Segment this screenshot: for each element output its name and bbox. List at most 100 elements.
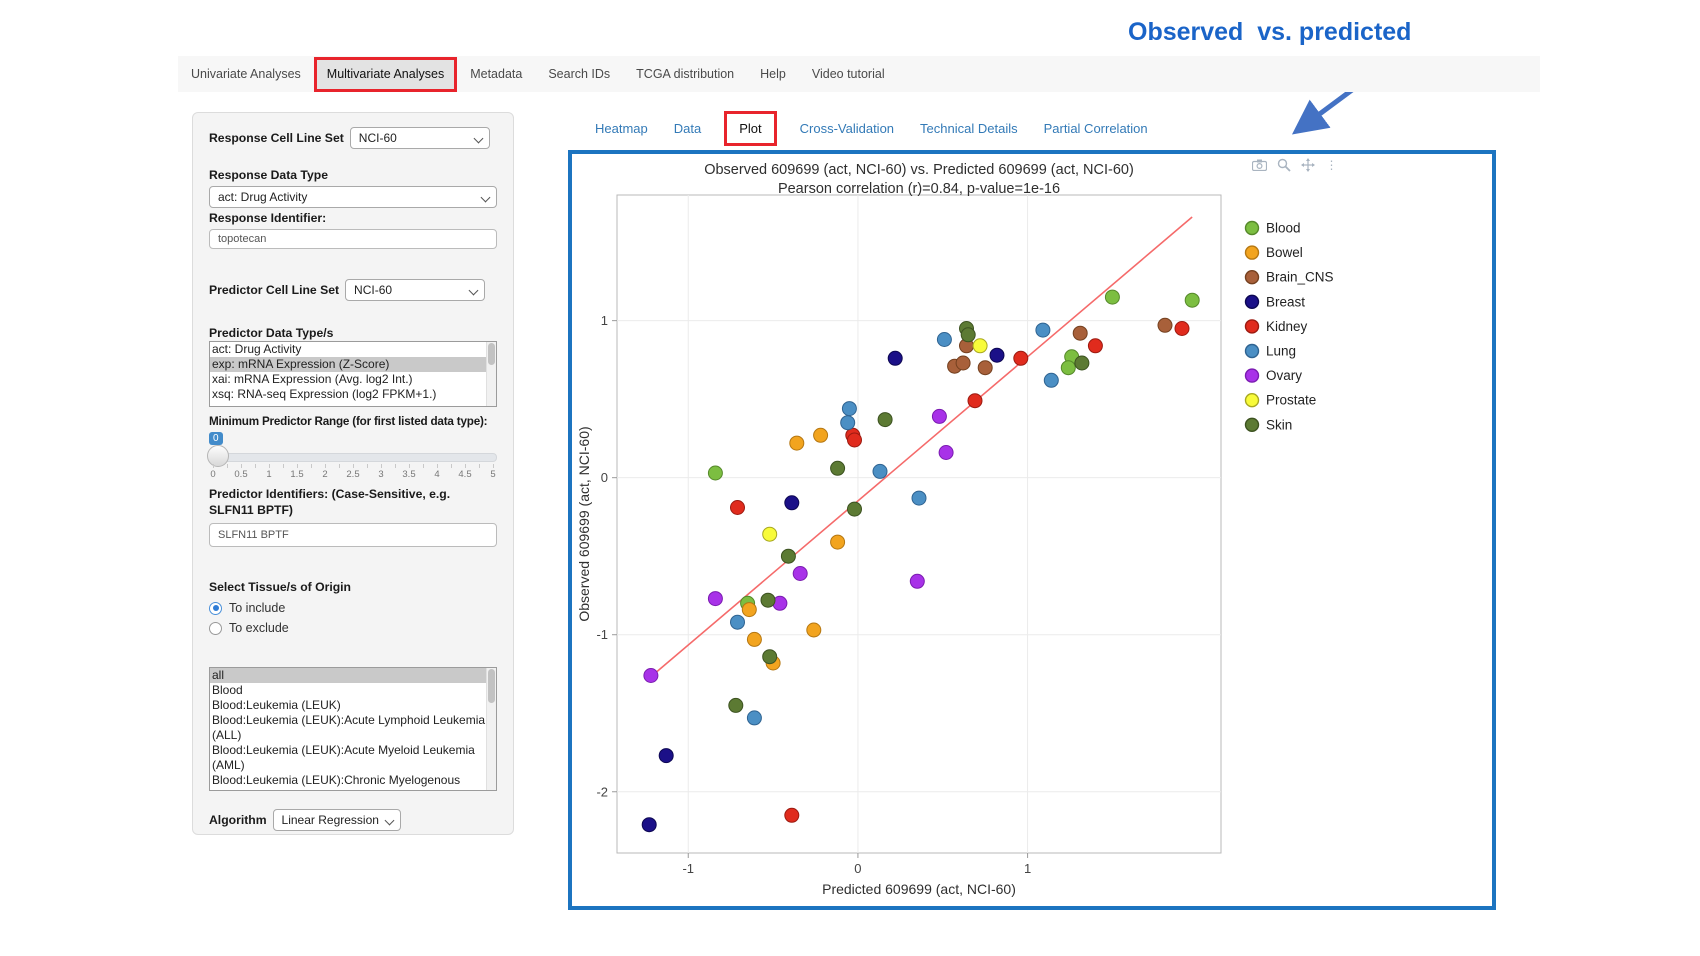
tissue-option[interactable]: Blood:Leukemia (LEUK):Acute Myeloid Leuk… [212,743,475,772]
data-point[interactable]: Lung [1043,372,1059,388]
data-point[interactable]: Kidney [967,393,983,409]
predictor-identifiers-input[interactable] [209,523,497,547]
data-point[interactable]: Ovary [707,591,723,607]
nav-item-multivariate-analyses[interactable]: Multivariate Analyses [313,56,458,92]
slider-track[interactable] [209,453,497,462]
data-point[interactable]: Breast [784,495,800,511]
response-identifier-input[interactable] [209,229,497,249]
legend-entry-lung[interactable]: Lung [1244,344,1297,359]
tissue-option[interactable]: Blood:Leukemia (LEUK) [212,698,341,712]
slider-handle[interactable] [207,445,229,467]
predictor-data-type-option[interactable]: exp: mRNA Expression (Z-Score) [210,357,496,372]
data-point[interactable]: Blood [707,465,723,481]
data-point[interactable]: Bowel [830,534,846,550]
data-point[interactable]: Bowel [806,622,822,638]
data-point[interactable]: Blood [1104,289,1120,305]
data-point[interactable]: Lung [936,332,952,347]
data-point[interactable]: Prostate [762,526,778,542]
data-point[interactable]: Skin [760,592,776,608]
data-point[interactable]: Bowel [789,435,805,451]
data-point[interactable]: Bowel [813,427,829,443]
data-point[interactable]: Ovary [909,573,925,589]
tissue-option[interactable]: all [210,668,496,683]
legend-entry-blood[interactable]: Blood [1244,221,1301,236]
legend-entry-bowel[interactable]: Bowel [1244,245,1303,260]
data-point[interactable]: Kidney [1174,321,1190,336]
data-point[interactable]: Ovary [792,566,808,581]
tissue-radio-to-exclude[interactable]: To exclude [209,621,497,635]
response-data-type-select[interactable]: act: Drug Activity [209,186,497,208]
tab-plot[interactable]: Plot [724,110,777,146]
data-point[interactable]: Prostate [972,338,988,354]
data-point[interactable]: Bowel [741,602,757,618]
nav-item-tcga-distribution[interactable]: TCGA distribution [636,67,735,81]
data-point[interactable]: Lung [746,710,762,726]
data-point[interactable]: Kidney [847,432,862,448]
nav-item-metadata[interactable]: Metadata [470,67,523,81]
data-point[interactable]: Skin [847,501,862,517]
legend-entry-skin[interactable]: Skin [1244,417,1293,432]
tab-heatmap[interactable]: Heatmap [595,120,648,136]
legend-entry-brain_cns[interactable]: Brain_CNS [1244,270,1334,285]
scrollbar[interactable] [486,668,496,790]
data-point[interactable]: Breast [658,748,674,764]
data-point[interactable]: Blood [1184,292,1200,308]
data-point[interactable]: Skin [877,412,893,428]
data-point[interactable]: Skin [830,460,846,476]
data-point[interactable]: Breast [989,347,1005,363]
data-point[interactable]: Lung [911,490,927,506]
legend-entry-ovary[interactable]: Ovary [1244,368,1303,383]
data-point[interactable]: Ovary [938,445,954,460]
tissue-option[interactable]: Blood [212,683,243,697]
tab-data[interactable]: Data [673,120,702,136]
predictor-data-type-option[interactable]: xsq: RNA-seq Expression (log2 FPKM+1.) [212,387,437,401]
predictor-data-type-option[interactable]: act: Drug Activity [212,342,302,356]
data-point[interactable]: Brain_CNS [1157,317,1173,333]
scrollbar[interactable] [486,342,496,406]
data-point[interactable]: Lung [872,463,888,479]
tab-cross-validation[interactable]: Cross-Validation [799,120,895,136]
pan-icon[interactable] [1300,158,1315,172]
algorithm-select[interactable]: Linear Regression [272,809,401,831]
legend-entry-breast[interactable]: Breast [1244,294,1306,309]
nav-item-search-ids[interactable]: Search IDs [548,67,611,81]
tissue-option[interactable]: Blood:Leukemia (LEUK):Acute Lymphoid Leu… [212,713,486,742]
data-point[interactable]: Lung [730,614,745,630]
data-point[interactable]: Kidney [784,807,800,823]
data-point[interactable]: Breast [641,817,657,833]
tab-technical-details[interactable]: Technical Details [920,120,1018,136]
data-point[interactable]: Bowel [746,631,762,647]
nav-item-video-tutorial[interactable]: Video tutorial [811,67,885,81]
more-icon[interactable]: ⋮ [1325,158,1338,172]
data-point[interactable]: Ovary [643,668,659,683]
nav-item-univariate-analyses[interactable]: Univariate Analyses [191,67,301,81]
data-point[interactable]: Blood [1060,360,1076,376]
data-point[interactable]: Brain_CNS [955,355,971,371]
data-point[interactable]: Skin [1074,355,1090,371]
data-point[interactable]: Lung [1035,322,1051,338]
data-point[interactable]: Skin [780,548,796,564]
data-point[interactable]: Kidney [1013,350,1029,366]
data-point[interactable]: Skin [762,649,778,665]
predictor-cell-line-set-select[interactable]: NCI-60 [345,279,486,301]
data-point[interactable]: Lung [840,415,856,431]
data-point[interactable]: Breast [887,350,903,366]
data-point[interactable]: Lung [841,401,857,417]
data-point[interactable]: Brain_CNS [977,360,993,376]
tab-partial-correlation[interactable]: Partial Correlation [1043,120,1148,136]
camera-icon[interactable] [1252,158,1267,172]
data-point[interactable]: Skin [960,327,976,343]
predictor-data-type-option[interactable]: xai: mRNA Expression (Avg. log2 Int.) [212,372,413,386]
data-point[interactable]: Kidney [730,500,745,515]
data-point[interactable]: Skin [728,697,744,713]
tissue-radio-to-include[interactable]: To include [209,601,497,615]
zoom-icon[interactable] [1276,158,1291,172]
legend-entry-prostate[interactable]: Prostate [1244,393,1317,408]
tissue-option[interactable]: Blood:Leukemia (LEUK):Chronic Myelogenou… [212,773,461,790]
legend-entry-kidney[interactable]: Kidney [1244,319,1308,334]
data-point[interactable]: Brain_CNS [1072,325,1088,341]
response-cell-line-set-select[interactable]: NCI-60 [349,127,490,149]
nav-item-help[interactable]: Help [760,67,786,81]
data-point[interactable]: Kidney [1087,338,1103,354]
data-point[interactable]: Ovary [931,408,947,424]
